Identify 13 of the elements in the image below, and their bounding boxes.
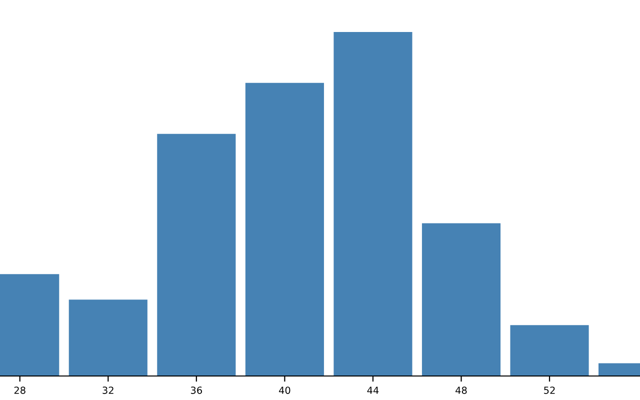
x-tick-label: 36 xyxy=(190,386,202,394)
bar xyxy=(245,82,324,376)
bar xyxy=(422,223,501,376)
x-tick-label: 48 xyxy=(456,386,467,394)
bar xyxy=(157,134,236,376)
bar xyxy=(510,325,589,376)
x-tick-label: 40 xyxy=(278,386,290,394)
bar xyxy=(334,32,412,376)
x-tick-label: 44 xyxy=(367,386,379,394)
x-tick-label: 32 xyxy=(102,386,114,394)
x-tick-label: 28 xyxy=(14,386,26,394)
x-tick-label: 52 xyxy=(544,386,555,394)
bar xyxy=(68,300,148,376)
